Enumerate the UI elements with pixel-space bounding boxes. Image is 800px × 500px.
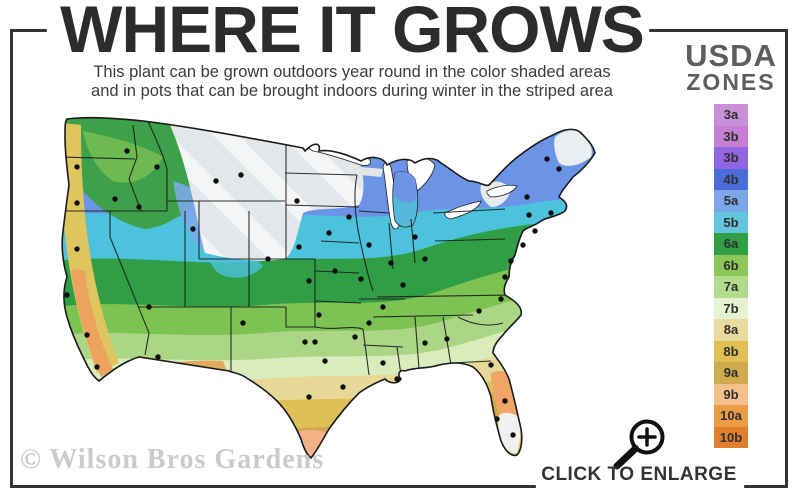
city-dot bbox=[510, 432, 516, 438]
city-dot bbox=[548, 210, 554, 216]
city-dot bbox=[190, 226, 196, 232]
city-dot bbox=[306, 394, 312, 400]
city-dot bbox=[444, 336, 450, 342]
zoom-in-icon[interactable] bbox=[603, 412, 673, 472]
city-dot bbox=[136, 204, 142, 210]
city-dot bbox=[556, 166, 562, 172]
legend-zone-chip: 7b bbox=[714, 297, 748, 319]
city-dot bbox=[412, 234, 418, 240]
city-dot bbox=[400, 282, 406, 288]
subtitle: This plant can be grown outdoors year ro… bbox=[28, 63, 676, 101]
city-dot bbox=[488, 362, 494, 368]
city-dot bbox=[312, 339, 318, 345]
city-dot bbox=[366, 242, 372, 248]
city-dot bbox=[494, 416, 500, 422]
legend-zone-chip: 8a bbox=[714, 319, 748, 341]
map-zone-bands bbox=[62, 117, 595, 458]
city-dot bbox=[352, 334, 358, 340]
city-dot bbox=[498, 296, 504, 302]
frame-right-edge bbox=[785, 29, 788, 488]
city-dot bbox=[380, 304, 386, 310]
legend-zone-chip: 3b bbox=[714, 125, 748, 147]
legend-zone-chip: 7a bbox=[714, 276, 748, 298]
city-dot bbox=[380, 360, 386, 366]
legend-title: USDA ZONES bbox=[662, 38, 800, 95]
city-dot bbox=[64, 292, 70, 298]
city-dot bbox=[213, 178, 219, 184]
click-to-enlarge-label[interactable]: CLICK TO ENLARGE bbox=[541, 464, 737, 485]
frame-top-left-segment bbox=[10, 29, 47, 32]
legend-zone-chip: 5b bbox=[714, 211, 748, 233]
usda-zone-legend: 3a 3b 3b 4b 5a 5b 6a 6b 7a 7b 8a 8b 9a 9b 10a 10b bbox=[714, 104, 748, 448]
city-dot bbox=[265, 256, 271, 262]
legend-zone-chip: 6a bbox=[714, 233, 748, 255]
city-dot bbox=[394, 376, 400, 382]
city-dot bbox=[94, 364, 100, 370]
city-dot bbox=[508, 258, 514, 264]
state-borders bbox=[62, 120, 516, 376]
city-dot bbox=[154, 164, 160, 170]
legend-zone-chip: 10b bbox=[714, 426, 748, 448]
city-dot bbox=[124, 148, 130, 154]
legend-zone-chip: 8b bbox=[714, 340, 748, 362]
subtitle-line-1: This plant can be grown outdoors year ro… bbox=[93, 63, 611, 81]
city-dot bbox=[422, 256, 428, 262]
city-dot bbox=[302, 339, 308, 345]
city-dot bbox=[240, 320, 246, 326]
usda-zones-us-map[interactable] bbox=[53, 111, 603, 463]
city-dot bbox=[112, 196, 118, 202]
city-dot bbox=[316, 312, 322, 318]
city-dot bbox=[502, 274, 508, 280]
city-dot bbox=[146, 304, 152, 310]
city-dot bbox=[524, 194, 530, 200]
city-dot bbox=[346, 214, 352, 220]
city-dot bbox=[366, 320, 372, 326]
city-dot bbox=[544, 156, 550, 162]
city-dot bbox=[322, 358, 328, 364]
frame-bottom-left-segment bbox=[10, 485, 536, 488]
city-dots bbox=[64, 148, 562, 438]
legend-zone-chip: 4b bbox=[714, 168, 748, 190]
legend-zone-chip: 10a bbox=[714, 405, 748, 427]
frame-left-edge bbox=[10, 29, 13, 488]
city-dot bbox=[155, 354, 161, 360]
city-dot bbox=[532, 228, 538, 234]
legend-zone-chip: 6b bbox=[714, 254, 748, 276]
city-dot bbox=[526, 212, 532, 218]
city-dot bbox=[340, 384, 346, 390]
city-dot bbox=[332, 268, 338, 274]
city-dot bbox=[74, 246, 80, 252]
legend-zone-chip: 9a bbox=[714, 362, 748, 384]
city-dot bbox=[358, 276, 364, 282]
city-dot bbox=[520, 242, 526, 248]
watermark: © Wilson Bros Gardens bbox=[20, 444, 325, 475]
city-dot bbox=[326, 230, 332, 236]
subtitle-line-2: and in pots that can be brought indoors … bbox=[91, 82, 613, 100]
legend-title-zones: ZONES bbox=[686, 69, 776, 95]
frame-bottom-right-segment bbox=[744, 485, 788, 488]
us-outline bbox=[61, 116, 596, 460]
city-dot bbox=[306, 278, 312, 284]
legend-zone-chip: 5a bbox=[714, 190, 748, 212]
city-dot bbox=[388, 260, 394, 266]
legend-zone-chip: 9b bbox=[714, 383, 748, 405]
city-dot bbox=[422, 340, 428, 346]
city-dot bbox=[502, 398, 508, 404]
city-dot bbox=[294, 198, 300, 204]
legend-zone-chip: 3b bbox=[714, 147, 748, 169]
city-dot bbox=[296, 244, 302, 250]
city-dot bbox=[74, 200, 80, 206]
frame-top-right-segment bbox=[649, 29, 788, 32]
city-dot bbox=[238, 172, 244, 178]
legend-title-usda: USDA bbox=[685, 38, 777, 73]
city-dot bbox=[476, 308, 482, 314]
legend-zone-chip: 3a bbox=[714, 104, 748, 126]
city-dot bbox=[84, 332, 90, 338]
page-title: WHERE IT GROWS bbox=[60, 0, 645, 66]
city-dot bbox=[74, 164, 80, 170]
